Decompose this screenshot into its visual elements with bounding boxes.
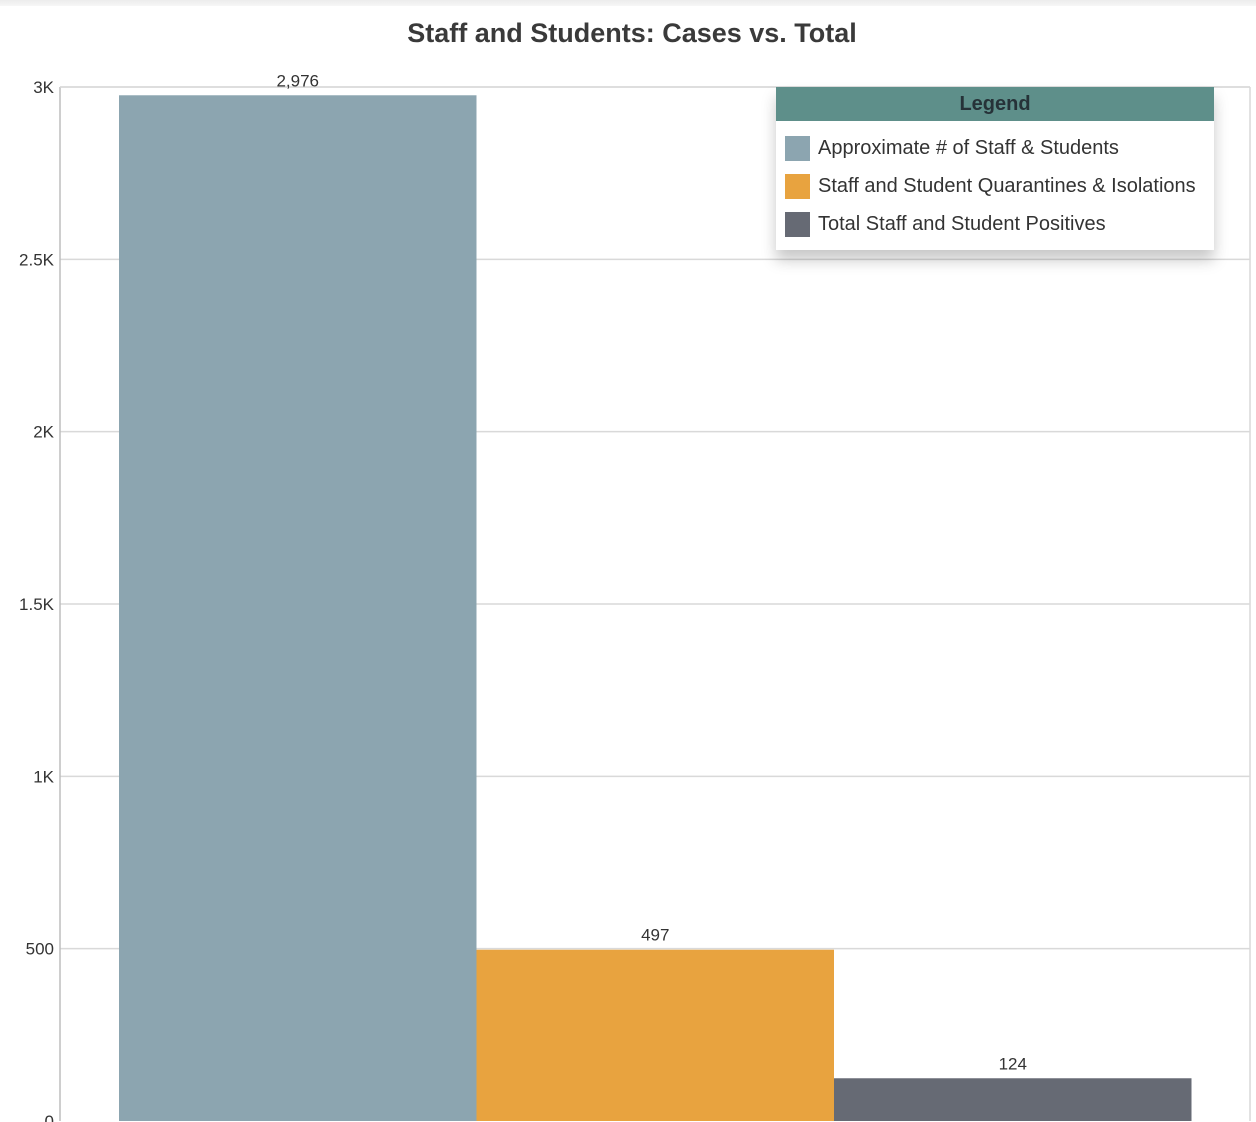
bar-value-label: 497: [641, 926, 669, 945]
chart-title: Staff and Students: Cases vs. Total: [407, 18, 857, 48]
y-tick-label: 1K: [33, 767, 54, 786]
legend-label: Approximate # of Staff & Students: [818, 136, 1119, 159]
bar: [834, 1078, 1192, 1121]
legend-item-staff-students[interactable]: Approximate # of Staff & Students: [785, 135, 1119, 161]
y-tick-label: 500: [26, 940, 54, 959]
bar-value-label: 124: [999, 1054, 1027, 1073]
legend-swatch: [785, 173, 810, 199]
legend-item-quarantines[interactable]: Staff and Student Quarantines & Isolatio…: [785, 173, 1196, 199]
y-tick-label: 1.5K: [19, 595, 55, 614]
legend-swatch: [785, 135, 810, 161]
bar-value-label: 2,976: [276, 71, 319, 90]
y-tick-label: 2K: [33, 423, 54, 442]
y-tick-label: 2.5K: [19, 250, 55, 269]
bar: [119, 95, 477, 1122]
bar: [476, 949, 834, 1121]
chart-legend: Legend Approximate # of Staff & Students…: [776, 87, 1214, 250]
y-tick-label: 3K: [33, 78, 54, 97]
legend-swatch: [785, 211, 810, 237]
legend-item-positives[interactable]: Total Staff and Student Positives: [785, 211, 1106, 237]
legend-header: Legend: [776, 87, 1214, 121]
top-border: [0, 0, 1256, 6]
y-tick-label: 0: [45, 1112, 54, 1122]
legend-label: Total Staff and Student Positives: [818, 212, 1106, 235]
legend-label: Staff and Student Quarantines & Isolatio…: [818, 174, 1196, 197]
